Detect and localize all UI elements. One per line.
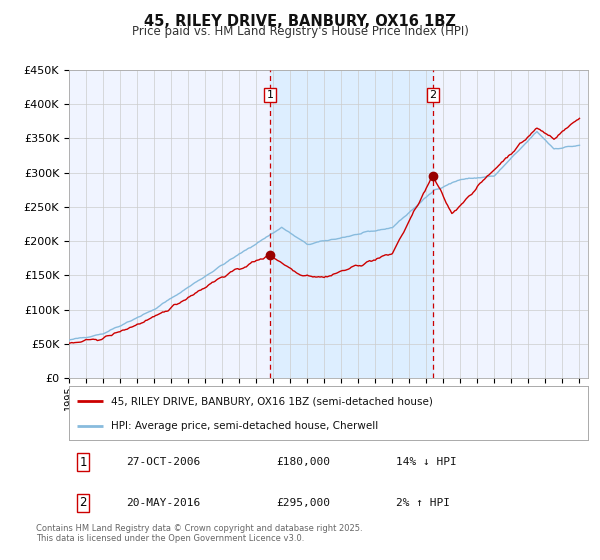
- Text: HPI: Average price, semi-detached house, Cherwell: HPI: Average price, semi-detached house,…: [110, 421, 378, 431]
- Text: 1: 1: [79, 455, 87, 469]
- Text: 20-MAY-2016: 20-MAY-2016: [126, 498, 200, 507]
- Text: Price paid vs. HM Land Registry's House Price Index (HPI): Price paid vs. HM Land Registry's House …: [131, 25, 469, 38]
- Text: 14% ↓ HPI: 14% ↓ HPI: [396, 457, 457, 467]
- Text: £295,000: £295,000: [277, 498, 331, 507]
- Text: 45, RILEY DRIVE, BANBURY, OX16 1BZ (semi-detached house): 45, RILEY DRIVE, BANBURY, OX16 1BZ (semi…: [110, 396, 433, 407]
- Text: Contains HM Land Registry data © Crown copyright and database right 2025.
This d: Contains HM Land Registry data © Crown c…: [36, 524, 362, 543]
- Text: 2: 2: [79, 496, 87, 509]
- Text: 1: 1: [266, 90, 274, 100]
- Bar: [270, 70, 433, 378]
- Text: 45, RILEY DRIVE, BANBURY, OX16 1BZ: 45, RILEY DRIVE, BANBURY, OX16 1BZ: [144, 14, 456, 29]
- Text: 27-OCT-2006: 27-OCT-2006: [126, 457, 200, 467]
- Text: 2: 2: [429, 90, 436, 100]
- Text: £180,000: £180,000: [277, 457, 331, 467]
- Text: 2% ↑ HPI: 2% ↑ HPI: [396, 498, 450, 507]
